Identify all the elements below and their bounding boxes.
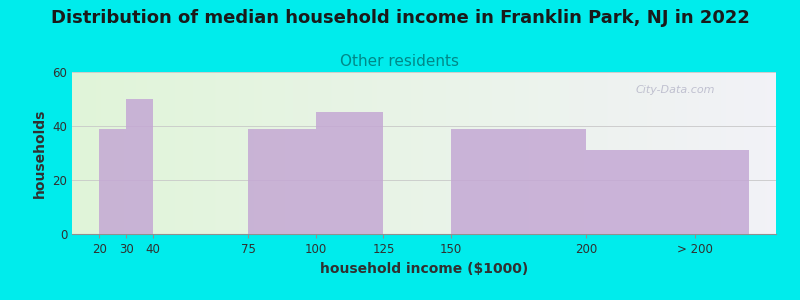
Bar [316,112,383,234]
Bar [451,129,586,234]
Text: City-Data.com: City-Data.com [635,85,714,95]
Bar [586,150,749,234]
Bar [248,129,316,234]
Text: Distribution of median household income in Franklin Park, NJ in 2022: Distribution of median household income … [50,9,750,27]
Y-axis label: households: households [33,108,46,198]
X-axis label: household income ($1000): household income ($1000) [320,262,528,276]
Text: Other residents: Other residents [341,54,459,69]
Bar [99,129,126,234]
Bar [126,99,154,234]
